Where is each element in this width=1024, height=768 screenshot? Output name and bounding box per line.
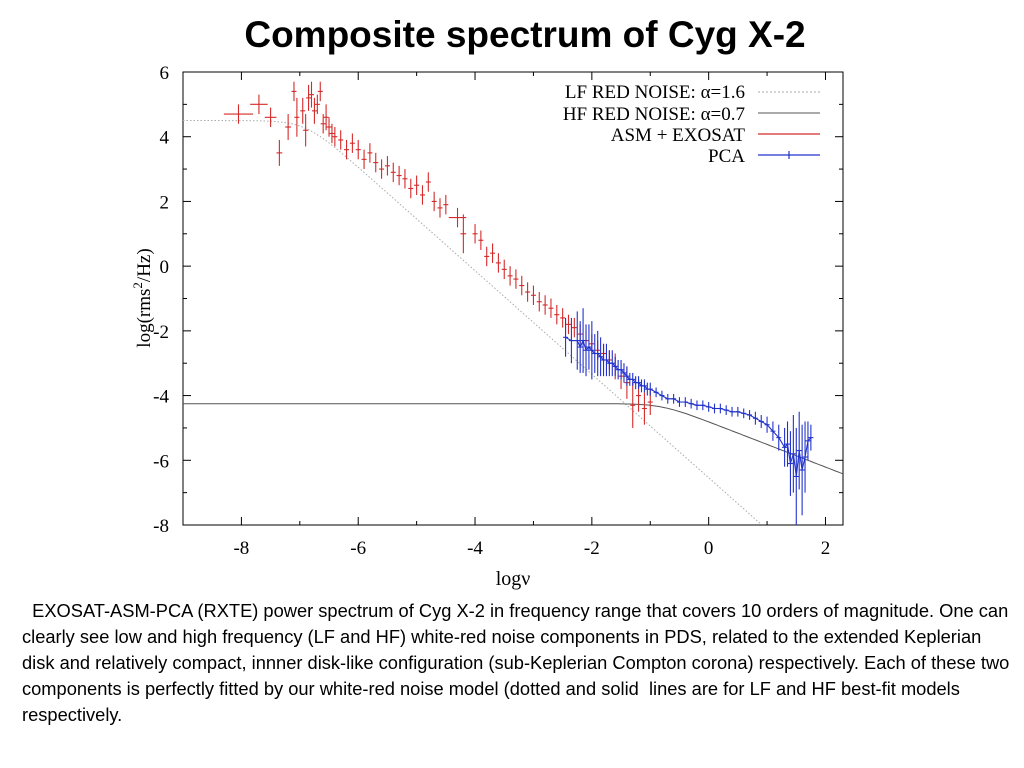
hf-model-curve: [183, 403, 844, 475]
slide-title: Composite spectrum of Cyg X-2: [244, 14, 806, 55]
legend-label-asm-exosat: ASM + EXOSAT: [611, 125, 746, 146]
data-series: [223, 81, 814, 525]
y-tick-label: 2: [160, 192, 170, 213]
legend-label-lf: LF RED NOISE: α=1.6: [565, 82, 745, 103]
axis-ticks: [182, 71, 843, 526]
axis-tick-labels: -8 -6 -4 -2 0 2 6 4 2 0 -2 -4 -6 -8: [153, 63, 830, 559]
y-axis-label-sup: 2: [130, 282, 145, 289]
x-tick-label: -2: [584, 538, 600, 559]
lf-model-curve: [183, 120, 762, 525]
y-tick-label: 6: [160, 63, 170, 84]
y-tick-label: -8: [153, 516, 169, 537]
y-axis-label-base: log(rms: [134, 289, 155, 348]
y-axis-label: log(rms2/Hz): [130, 248, 155, 347]
y-tick-label: 0: [160, 257, 170, 278]
pca-connector-line: [565, 336, 812, 477]
series-asm-exosat: [223, 81, 653, 428]
legend-label-pca: PCA: [708, 146, 745, 167]
y-tick-label: -6: [153, 451, 169, 472]
x-tick-label: 0: [704, 538, 714, 559]
figure-caption: EXOSAT-ASM-PCA (RXTE) power spectrum of …: [22, 600, 1015, 725]
x-axis-label: logν: [496, 568, 531, 590]
x-tick-label: 2: [821, 538, 831, 559]
model-curves: [183, 120, 844, 525]
y-axis-label-tail: /Hz): [134, 248, 155, 282]
y-tick-label: -2: [153, 322, 169, 343]
y-tick-label: -4: [153, 387, 169, 408]
y-tick-label: 4: [160, 128, 170, 149]
legend-label-hf: HF RED NOISE: α=0.7: [563, 104, 745, 125]
x-tick-label: -6: [350, 538, 366, 559]
legend: LF RED NOISE: α=1.6 HF RED NOISE: α=0.7 …: [563, 82, 820, 167]
x-tick-label: -4: [467, 538, 483, 559]
x-tick-label: -8: [233, 538, 249, 559]
series-pca: [563, 308, 814, 525]
